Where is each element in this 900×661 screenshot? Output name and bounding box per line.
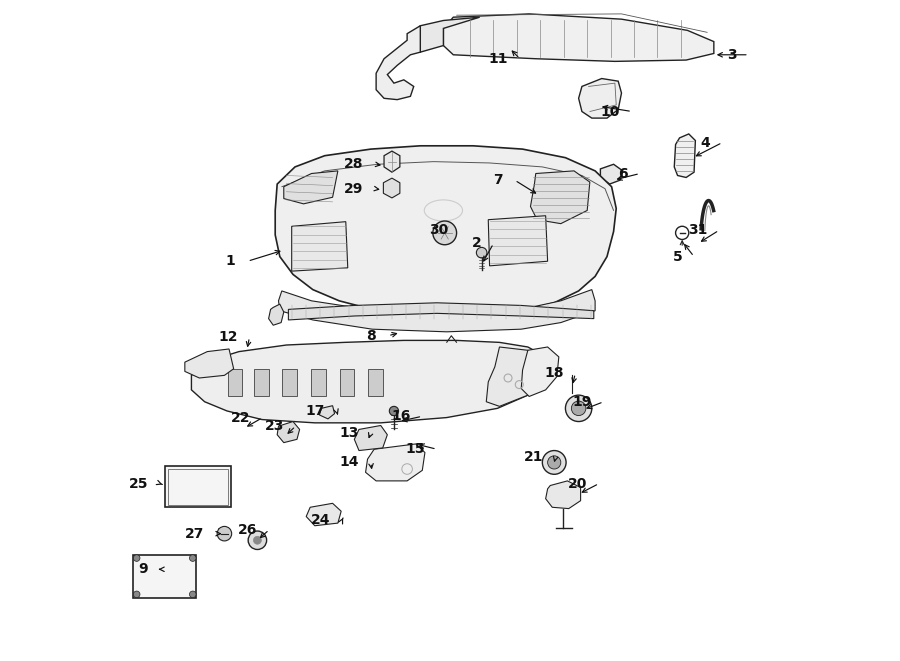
Polygon shape bbox=[376, 26, 420, 100]
Bar bbox=[368, 369, 382, 397]
Polygon shape bbox=[278, 290, 595, 332]
Text: 23: 23 bbox=[265, 419, 284, 433]
Polygon shape bbox=[268, 304, 284, 325]
Bar bbox=[254, 369, 268, 397]
Bar bbox=[283, 369, 297, 397]
Text: 22: 22 bbox=[231, 410, 251, 424]
Text: 9: 9 bbox=[139, 563, 148, 576]
Polygon shape bbox=[489, 215, 547, 266]
Text: 6: 6 bbox=[618, 167, 628, 180]
Text: 2: 2 bbox=[472, 237, 482, 251]
Text: 29: 29 bbox=[344, 182, 363, 196]
Text: 27: 27 bbox=[185, 527, 204, 541]
Text: 26: 26 bbox=[238, 523, 257, 537]
Text: 24: 24 bbox=[310, 514, 330, 527]
Polygon shape bbox=[410, 17, 480, 52]
Circle shape bbox=[217, 526, 231, 541]
Polygon shape bbox=[275, 146, 616, 316]
Text: 7: 7 bbox=[493, 173, 503, 187]
Text: 5: 5 bbox=[672, 250, 682, 264]
Text: 13: 13 bbox=[339, 426, 359, 440]
Text: 3: 3 bbox=[727, 48, 737, 61]
Text: 16: 16 bbox=[391, 409, 410, 423]
Polygon shape bbox=[545, 481, 580, 508]
Circle shape bbox=[190, 591, 196, 598]
Text: 15: 15 bbox=[405, 442, 425, 456]
Text: 12: 12 bbox=[218, 330, 238, 344]
Text: 20: 20 bbox=[568, 477, 587, 490]
Text: 28: 28 bbox=[344, 157, 363, 171]
Bar bbox=[133, 555, 196, 598]
Circle shape bbox=[476, 247, 487, 258]
Text: 25: 25 bbox=[129, 477, 148, 490]
Circle shape bbox=[572, 401, 586, 416]
Text: 11: 11 bbox=[489, 52, 508, 65]
Polygon shape bbox=[355, 426, 387, 451]
Text: 4: 4 bbox=[701, 136, 710, 149]
Circle shape bbox=[248, 531, 266, 549]
Text: 14: 14 bbox=[339, 455, 359, 469]
Text: 19: 19 bbox=[572, 395, 592, 408]
Polygon shape bbox=[579, 79, 622, 118]
Polygon shape bbox=[184, 349, 234, 378]
Polygon shape bbox=[600, 165, 623, 184]
Text: 31: 31 bbox=[688, 223, 707, 237]
Text: 8: 8 bbox=[366, 329, 376, 343]
Text: 10: 10 bbox=[601, 104, 620, 118]
Circle shape bbox=[433, 221, 456, 245]
Bar bbox=[340, 369, 355, 397]
Circle shape bbox=[390, 407, 399, 416]
Polygon shape bbox=[277, 422, 300, 443]
Text: 1: 1 bbox=[226, 254, 236, 268]
Bar bbox=[167, 469, 229, 504]
Circle shape bbox=[254, 536, 261, 544]
Circle shape bbox=[190, 555, 196, 561]
Text: 30: 30 bbox=[429, 223, 449, 237]
Polygon shape bbox=[486, 347, 544, 407]
Text: 18: 18 bbox=[544, 366, 563, 380]
Polygon shape bbox=[384, 151, 400, 173]
Bar bbox=[165, 467, 231, 507]
Circle shape bbox=[133, 591, 140, 598]
Circle shape bbox=[565, 395, 592, 422]
Polygon shape bbox=[284, 171, 338, 204]
Polygon shape bbox=[674, 134, 696, 177]
Polygon shape bbox=[444, 14, 714, 61]
Polygon shape bbox=[530, 171, 590, 223]
Polygon shape bbox=[292, 221, 347, 271]
Polygon shape bbox=[320, 406, 335, 419]
Polygon shape bbox=[383, 178, 400, 198]
Polygon shape bbox=[306, 503, 341, 525]
Circle shape bbox=[543, 451, 566, 475]
Circle shape bbox=[547, 456, 561, 469]
Text: 17: 17 bbox=[305, 404, 325, 418]
Text: 21: 21 bbox=[524, 450, 544, 464]
Bar bbox=[228, 369, 242, 397]
Polygon shape bbox=[521, 347, 559, 397]
Circle shape bbox=[133, 555, 140, 561]
Polygon shape bbox=[288, 303, 594, 320]
Polygon shape bbox=[365, 444, 425, 481]
Bar bbox=[311, 369, 326, 397]
Polygon shape bbox=[192, 340, 547, 423]
